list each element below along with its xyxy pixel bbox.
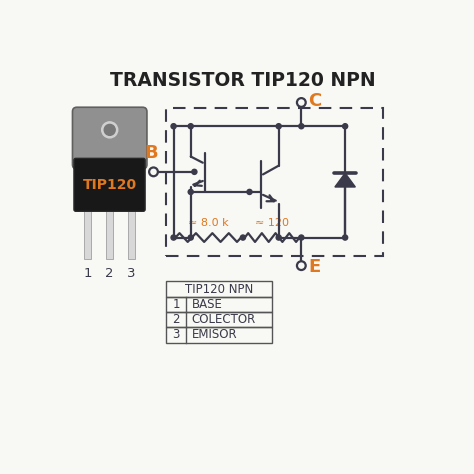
Text: 2: 2 <box>173 313 180 326</box>
Text: C: C <box>308 91 321 109</box>
FancyBboxPatch shape <box>73 107 147 169</box>
Text: TRANSISTOR TIP120 NPN: TRANSISTOR TIP120 NPN <box>110 72 376 91</box>
Circle shape <box>188 235 193 240</box>
Circle shape <box>188 190 193 194</box>
Text: 1: 1 <box>83 267 92 280</box>
Circle shape <box>343 235 347 240</box>
Text: E: E <box>308 258 320 276</box>
Bar <box>166 282 272 297</box>
Text: 3: 3 <box>173 328 180 341</box>
Circle shape <box>171 124 176 129</box>
Bar <box>84 208 91 259</box>
Circle shape <box>299 235 304 240</box>
Polygon shape <box>335 173 356 187</box>
Circle shape <box>104 124 115 136</box>
Bar <box>166 328 272 343</box>
Circle shape <box>247 190 252 194</box>
Circle shape <box>299 124 304 129</box>
Circle shape <box>102 122 118 138</box>
Text: 3: 3 <box>128 267 136 280</box>
Text: TIP120 NPN: TIP120 NPN <box>185 283 253 295</box>
Bar <box>166 312 272 328</box>
Bar <box>106 208 113 259</box>
Text: 2: 2 <box>105 267 114 280</box>
Text: BASE: BASE <box>192 298 223 311</box>
Circle shape <box>192 169 197 174</box>
Bar <box>166 297 272 312</box>
Text: COLECTOR: COLECTOR <box>192 313 256 326</box>
FancyBboxPatch shape <box>74 158 145 211</box>
Text: EMISOR: EMISOR <box>192 328 237 341</box>
Text: ≈ 120: ≈ 120 <box>255 219 289 228</box>
Circle shape <box>276 124 281 129</box>
Circle shape <box>343 124 347 129</box>
Circle shape <box>240 235 246 240</box>
Text: TIP120: TIP120 <box>82 178 137 191</box>
Bar <box>166 108 383 256</box>
Text: ≈ 8.0 k: ≈ 8.0 k <box>188 219 228 228</box>
Circle shape <box>188 124 193 129</box>
Bar <box>128 208 135 259</box>
Text: 1: 1 <box>173 298 180 311</box>
Circle shape <box>171 235 176 240</box>
Text: B: B <box>145 144 158 162</box>
Circle shape <box>276 235 281 240</box>
